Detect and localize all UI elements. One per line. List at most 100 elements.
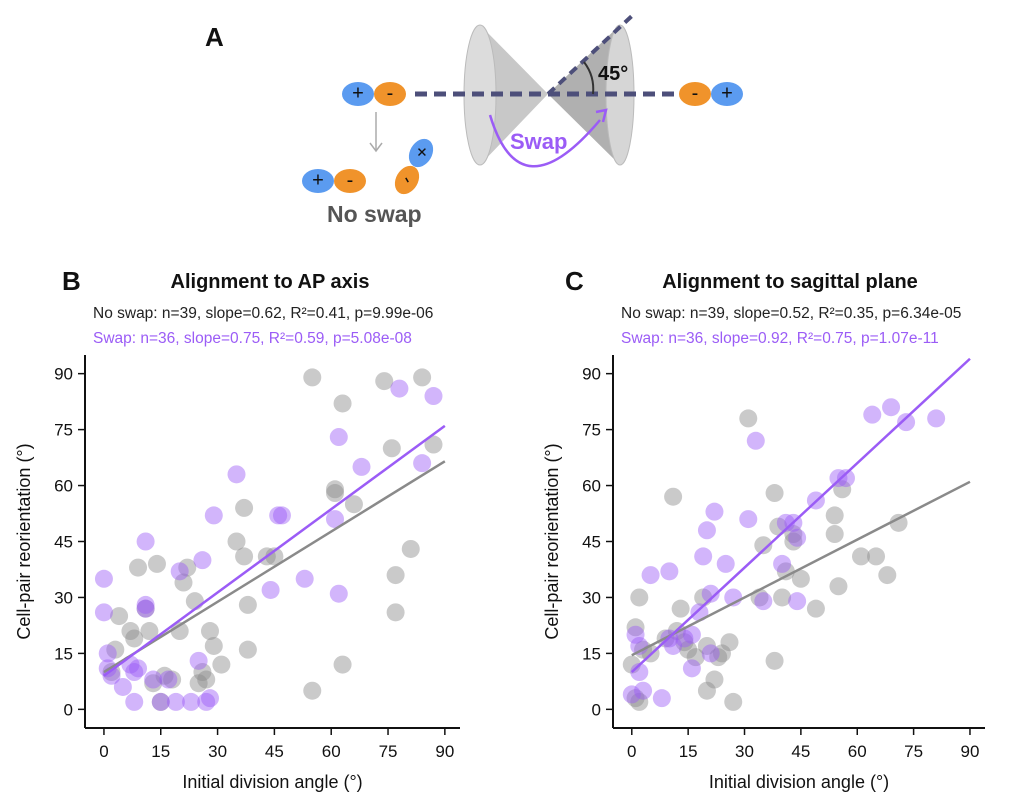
point <box>386 566 405 585</box>
point <box>626 625 645 644</box>
cell-minus <box>394 165 420 195</box>
fit-line <box>631 480 971 657</box>
point <box>375 372 394 391</box>
panel-label: A <box>205 22 224 52</box>
y-tick-label: 0 <box>592 700 601 719</box>
panel-label: C <box>565 266 584 296</box>
point <box>784 525 803 544</box>
y-tick-label: 90 <box>54 365 73 384</box>
point <box>746 431 765 450</box>
point <box>413 454 432 473</box>
x-tick-label: 30 <box>208 742 227 761</box>
point <box>701 644 720 663</box>
point <box>235 498 254 517</box>
point <box>303 681 322 700</box>
point <box>424 387 443 406</box>
point <box>825 525 844 544</box>
x-tick-label: 15 <box>679 742 698 761</box>
cell-sign: + <box>312 169 324 191</box>
point <box>829 577 848 596</box>
fit-line <box>103 460 446 674</box>
point <box>682 625 701 644</box>
point <box>136 532 155 551</box>
point <box>833 480 852 499</box>
y-tick-label: 60 <box>54 477 73 496</box>
x-axis-label: Initial division angle (°) <box>182 772 362 792</box>
point <box>182 692 201 711</box>
point <box>189 651 208 670</box>
point <box>788 592 807 611</box>
point <box>238 640 257 659</box>
point <box>927 409 946 428</box>
point <box>754 592 773 611</box>
y-tick-label: 75 <box>54 421 73 440</box>
y-tick-label: 15 <box>54 644 73 663</box>
panel-label: B <box>62 266 81 296</box>
point <box>106 640 125 659</box>
point <box>201 689 219 708</box>
point <box>303 368 322 387</box>
point <box>630 663 649 682</box>
point <box>197 670 216 689</box>
point <box>709 648 728 667</box>
y-tick-label: 75 <box>582 421 601 440</box>
point <box>694 547 713 566</box>
annotation: No swap: n=39, slope=0.52, R²=0.35, p=6.… <box>621 305 961 322</box>
fit-line <box>630 357 971 673</box>
point <box>697 521 716 540</box>
point <box>147 554 166 573</box>
y-tick-label: 0 <box>64 700 73 719</box>
point <box>352 457 371 476</box>
x-tick-label: 45 <box>265 742 284 761</box>
point <box>227 465 246 484</box>
point <box>333 394 352 413</box>
point <box>212 655 231 674</box>
point <box>686 648 705 667</box>
cell-plus <box>342 82 374 106</box>
x-tick-label: 90 <box>961 742 980 761</box>
point <box>630 588 649 607</box>
y-tick-label: 30 <box>54 588 73 607</box>
point <box>110 607 129 626</box>
point <box>682 659 701 678</box>
cell-minus <box>679 82 711 106</box>
point <box>238 595 257 614</box>
point <box>129 558 148 577</box>
point <box>163 670 182 689</box>
cell-sign: + <box>352 82 364 104</box>
point <box>170 622 189 641</box>
point <box>326 480 344 499</box>
point <box>424 435 443 454</box>
point <box>806 599 825 618</box>
y-tick-label: 45 <box>582 533 601 552</box>
point <box>773 588 792 607</box>
point <box>679 640 698 659</box>
cell-minus <box>334 169 366 193</box>
point <box>634 681 653 700</box>
x-tick-label: 15 <box>151 742 170 761</box>
x-tick-label: 60 <box>322 742 341 761</box>
point <box>170 562 189 581</box>
cone <box>548 25 620 165</box>
chart-title: Alignment to AP axis <box>171 271 370 293</box>
x-tick-label: 75 <box>904 742 923 761</box>
point <box>776 513 795 532</box>
point <box>784 532 803 551</box>
angle-arc <box>583 61 595 95</box>
point <box>136 599 155 618</box>
point <box>836 469 855 488</box>
cell-plus <box>408 138 434 168</box>
point <box>201 622 219 641</box>
point <box>382 439 401 458</box>
point <box>630 692 649 711</box>
point <box>136 599 155 618</box>
y-tick-label: 90 <box>582 365 601 384</box>
point <box>189 674 208 693</box>
cell-sign: + <box>721 82 733 104</box>
point <box>333 655 352 674</box>
point <box>791 569 810 588</box>
point <box>329 584 348 603</box>
point <box>867 547 886 566</box>
point <box>716 554 735 573</box>
